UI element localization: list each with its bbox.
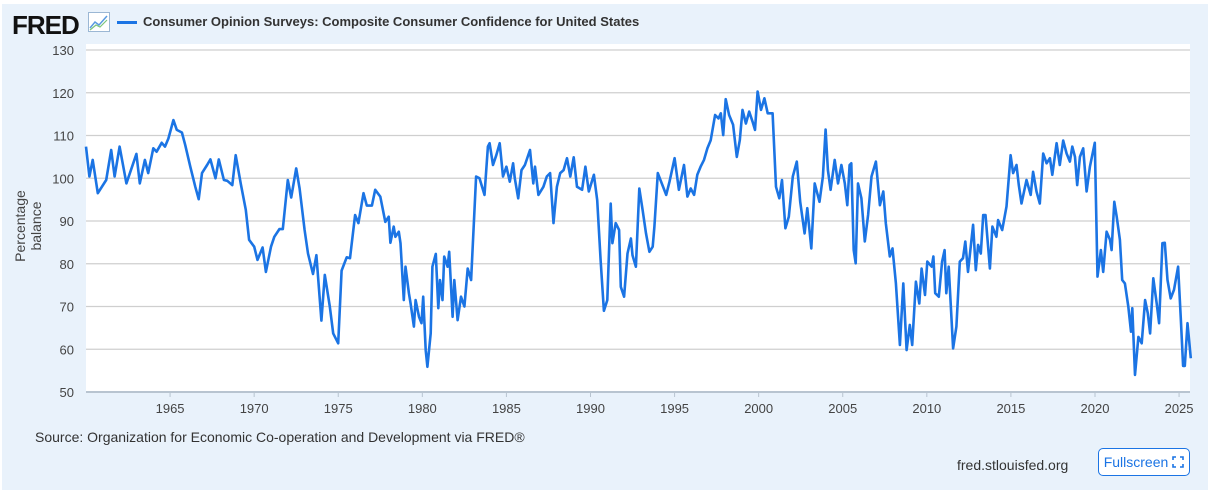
y-tick-label: 120 xyxy=(52,86,74,101)
fred-logo: FRED xyxy=(12,10,80,40)
x-tick-label: 2015 xyxy=(996,401,1025,416)
y-tick-label: 90 xyxy=(60,214,74,229)
y-axis-label: Percentage balance xyxy=(12,190,44,262)
source-note: Source: Organization for Economic Co-ope… xyxy=(35,429,525,445)
expand-icon xyxy=(1172,456,1185,468)
line-chart-icon xyxy=(88,12,110,32)
x-tick-label: 1970 xyxy=(240,401,269,416)
y-tick-label: 70 xyxy=(60,300,74,315)
x-tick-label: 1990 xyxy=(576,401,605,416)
y-tick-label: 50 xyxy=(60,385,74,400)
x-tick-label: 1965 xyxy=(156,401,185,416)
x-tick-label: 1980 xyxy=(408,401,437,416)
y-tick-label: 100 xyxy=(52,171,74,186)
series-title: Consumer Opinion Surveys: Composite Cons… xyxy=(143,14,640,29)
site-link[interactable]: fred.stlouisfed.org xyxy=(957,457,1069,473)
y-tick-label: 110 xyxy=(53,129,74,144)
x-tick-label: 2025 xyxy=(1165,401,1194,416)
x-tick-label: 2000 xyxy=(744,401,773,416)
y-tick-label: 130 xyxy=(52,43,74,58)
legend-swatch xyxy=(117,21,137,24)
x-tick-label: 2020 xyxy=(1081,401,1110,416)
fullscreen-label: Fullscreen xyxy=(1103,454,1169,470)
x-tick-label: 2010 xyxy=(912,401,941,416)
y-tick-label: 60 xyxy=(60,342,74,357)
fullscreen-button[interactable]: Fullscreen xyxy=(1098,448,1190,476)
x-tick-label: 1975 xyxy=(324,401,353,416)
x-tick-label: 2005 xyxy=(828,401,857,416)
x-tick-label: 1985 xyxy=(492,401,521,416)
y-tick-label: 80 xyxy=(60,257,74,272)
x-tick-label: 1995 xyxy=(660,401,689,416)
series-line xyxy=(84,90,1193,377)
